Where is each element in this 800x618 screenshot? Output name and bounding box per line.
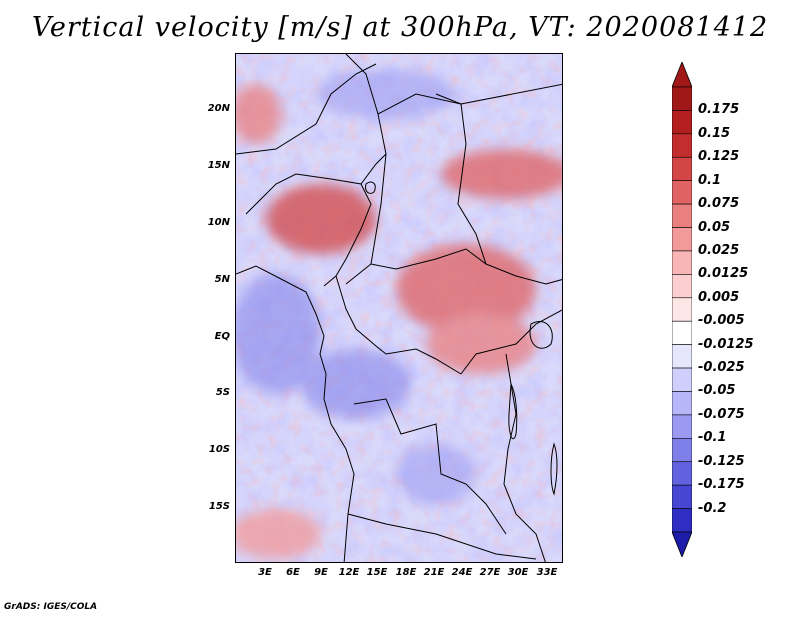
lon-label-3e: 3E [258,567,272,578]
lon-label-12e: 12E [338,567,360,578]
descent-regions [236,69,476,504]
colorbar-label: -0.175 [698,477,745,493]
colorbar-segment [672,344,692,369]
lon-label-21e: 21E [423,567,445,578]
lake-tanganyika [508,382,518,440]
chad-cameroon-border [345,153,387,285]
colorbar-segment [672,297,692,322]
egypt-sudan-border [460,83,562,105]
colorbar-label: -0.025 [698,360,745,376]
west-africa-coastline [236,265,327,375]
colorbar-bottom-arrow [672,531,692,557]
plot-title: Vertical velocity [m/s] at 300hPa, VT: 2… [31,12,769,43]
colorbar-segment [672,250,692,275]
colorbar-segment [672,274,692,299]
ascent-region-northwest [236,84,281,144]
descent-region-congo [301,349,411,419]
colorbar-segment [672,461,692,486]
drc-uganda-border [460,309,562,375]
colorbar-label: -0.075 [698,406,745,422]
lon-label-18e: 18E [395,567,417,578]
colorbar-label: -0.125 [698,453,745,469]
colorbar-label: -0.1 [698,430,727,446]
lat-label-eq: EQ [214,331,230,342]
colorbar-label: 0.025 [698,242,740,258]
colorbar-segment [672,86,692,111]
colorbar-label: 0.125 [698,149,740,165]
vertical-velocity-field [236,54,562,562]
colorbar-segment [672,110,692,135]
lake-malawi [550,442,558,496]
colorbar-label: 0.0125 [698,266,749,282]
colorbar-label: 0.1 [698,172,722,188]
lon-label-30e: 30E [507,567,529,578]
lat-label-5s: 5S [215,387,230,398]
map-panel [235,53,563,563]
colorbar-segment [672,484,692,509]
colorbar-label: 0.15 [698,125,731,141]
colorbar-label: -0.005 [698,313,745,329]
lat-label-15s: 15S [208,501,230,512]
great-lakes-border [503,353,546,562]
southern-border [347,513,537,560]
lon-label-6e: 6E [286,567,300,578]
lon-label-33e: 33E [536,567,558,578]
colorbar-label: -0.0125 [698,336,754,352]
colorbar [672,62,692,557]
colorbar-label: -0.05 [698,383,736,399]
colorbar-label: 0.175 [698,102,740,118]
car-border [370,248,562,285]
mali-niger-border [236,63,377,155]
colorbar-segment [672,156,692,181]
colorbar-top-arrow [672,62,692,88]
grads-credit: GrADS: IGES/COLA [4,602,98,612]
lat-label-5n: 5N [214,274,230,285]
cameroon-congo-border [335,275,462,375]
colorbar-segment [672,320,692,345]
ascent-region-southwest [236,509,321,559]
colorbar-segment [672,367,692,392]
colorbar-label: 0.05 [698,219,731,235]
lat-label-15n: 15N [207,160,230,171]
lat-label-10s: 10S [208,444,230,455]
descent-region-sahara [316,69,456,119]
country-borders [236,54,562,562]
lake-chad [365,181,376,194]
lake-victoria [529,321,553,349]
colorbar-label: 0.005 [698,289,740,305]
ascent-region-sudan [441,149,562,199]
colorbar-segment [672,438,692,463]
colorbar-segment [672,133,692,158]
colorbar-label: 0.075 [698,196,740,212]
ascent-region-central-africa [396,244,536,334]
descent-region-south [396,444,476,504]
colorbar-segment [672,508,692,533]
chad-sudan-border [377,93,487,265]
colorbar-segment [672,391,692,416]
colorbar-segment [672,180,692,205]
lat-label-20n: 20N [207,103,230,114]
nigeria-border [245,173,372,287]
angola-drc-border [353,398,507,535]
ascent-region-east [426,314,536,374]
lon-label-15e: 15E [366,567,388,578]
colorbar-segment [672,414,692,439]
libya-border [435,93,462,105]
lon-label-9e: 9E [314,567,328,578]
ascent-regions [236,84,562,559]
colorbar-segment [672,227,692,252]
lat-label-10n: 10N [207,217,230,228]
colorbar-segment [672,203,692,228]
colorbar-label: -0.2 [698,500,727,516]
lon-label-24e: 24E [451,567,473,578]
ascent-region-nigeria [266,184,376,254]
lakes [365,181,558,496]
descent-region-gulf [236,274,321,394]
lon-label-27e: 27E [479,567,501,578]
